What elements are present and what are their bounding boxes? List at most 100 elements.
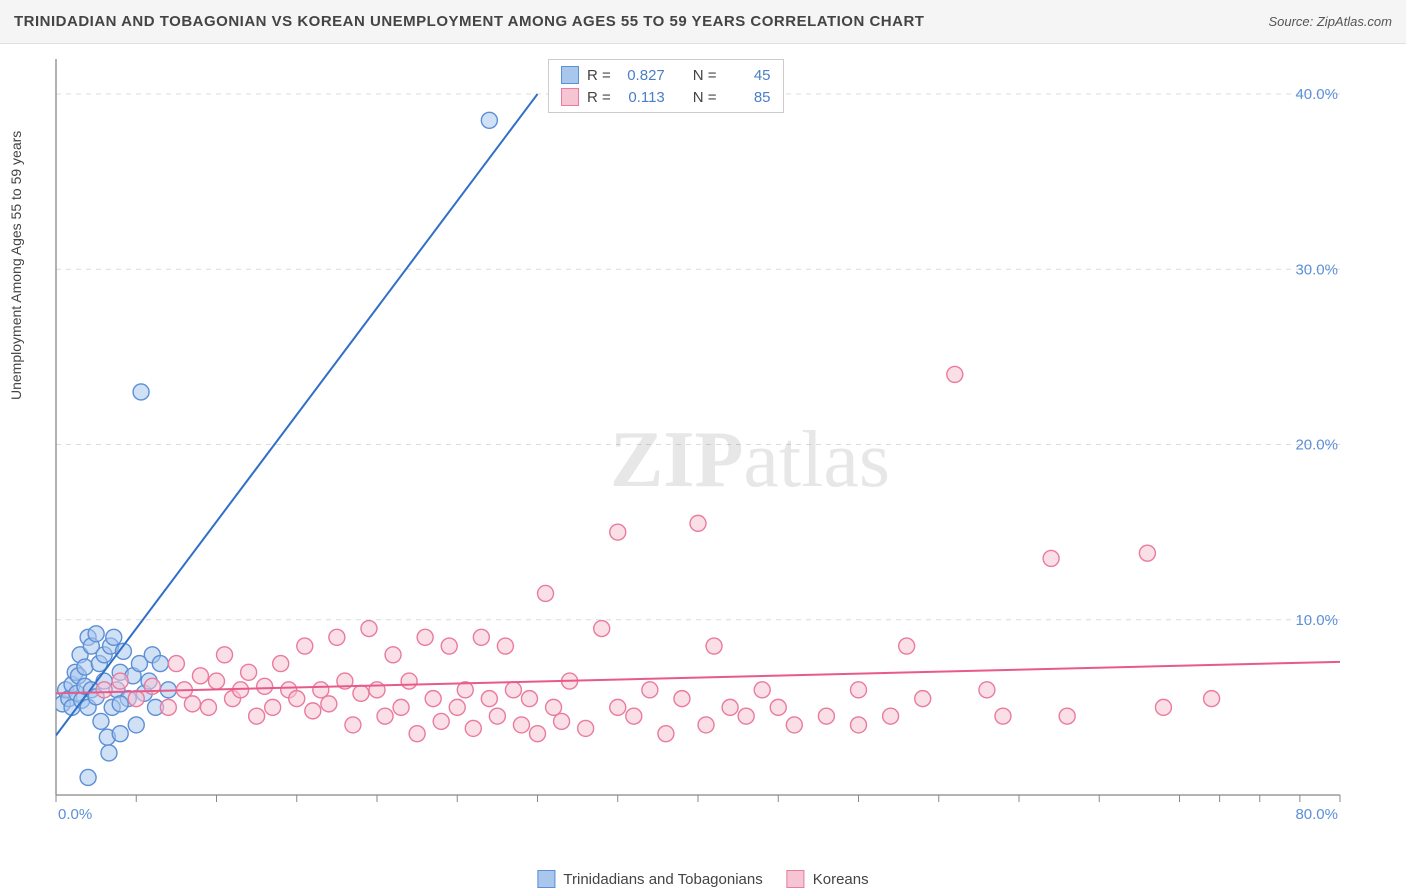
source-name: ZipAtlas.com bbox=[1317, 14, 1392, 29]
stats-row-korean: R =0.113N =85 bbox=[549, 86, 783, 108]
y-tick-label: 10.0% bbox=[1295, 612, 1338, 629]
stat-r-value: 0.113 bbox=[619, 89, 665, 106]
data-point bbox=[321, 696, 337, 712]
source-attribution: Source: ZipAtlas.com bbox=[1268, 14, 1392, 29]
data-point bbox=[128, 717, 144, 733]
data-point bbox=[674, 691, 690, 707]
data-point bbox=[738, 708, 754, 724]
data-point bbox=[88, 626, 104, 642]
data-point bbox=[554, 713, 570, 729]
data-point bbox=[754, 682, 770, 698]
data-point bbox=[481, 112, 497, 128]
data-point bbox=[345, 717, 361, 733]
data-point bbox=[465, 720, 481, 736]
data-point bbox=[594, 621, 610, 637]
y-tick-label: 30.0% bbox=[1295, 261, 1338, 278]
data-point bbox=[538, 585, 554, 601]
data-point bbox=[409, 726, 425, 742]
x-tick-label: 80.0% bbox=[1295, 806, 1338, 823]
data-point bbox=[353, 685, 369, 701]
data-point bbox=[80, 769, 96, 785]
data-point bbox=[257, 678, 273, 694]
data-point bbox=[995, 708, 1011, 724]
plot-area: 10.0%20.0%30.0%40.0%0.0%80.0% ZIPatlas bbox=[50, 55, 1350, 825]
data-point bbox=[112, 673, 128, 689]
data-point bbox=[1155, 699, 1171, 715]
data-point bbox=[112, 696, 128, 712]
data-point bbox=[96, 682, 112, 698]
data-point bbox=[883, 708, 899, 724]
data-point bbox=[112, 726, 128, 742]
data-point bbox=[441, 638, 457, 654]
y-tick-label: 20.0% bbox=[1295, 437, 1338, 454]
data-point bbox=[899, 638, 915, 654]
data-point bbox=[786, 717, 802, 733]
data-point bbox=[947, 366, 963, 382]
data-point bbox=[698, 717, 714, 733]
legend-swatch bbox=[537, 870, 555, 888]
data-point bbox=[106, 629, 122, 645]
legend-label: Trinidadians and Tobagonians bbox=[563, 871, 762, 888]
data-point bbox=[1204, 691, 1220, 707]
data-point bbox=[513, 717, 529, 733]
stat-r-label: R = bbox=[587, 67, 611, 84]
legend-label: Koreans bbox=[813, 871, 869, 888]
data-point bbox=[417, 629, 433, 645]
data-point bbox=[369, 682, 385, 698]
stat-n-label: N = bbox=[693, 89, 717, 106]
legend-item-korean: Koreans bbox=[787, 870, 869, 888]
data-point bbox=[297, 638, 313, 654]
data-point bbox=[851, 682, 867, 698]
stat-n-value: 45 bbox=[725, 67, 771, 84]
data-point bbox=[979, 682, 995, 698]
data-point bbox=[273, 656, 289, 672]
data-point bbox=[433, 713, 449, 729]
data-point bbox=[722, 699, 738, 715]
x-tick-label: 0.0% bbox=[58, 806, 92, 823]
data-point bbox=[658, 726, 674, 742]
data-point bbox=[77, 659, 93, 675]
data-point bbox=[610, 699, 626, 715]
data-point bbox=[101, 745, 117, 761]
data-point bbox=[128, 691, 144, 707]
data-point bbox=[385, 647, 401, 663]
data-point bbox=[425, 691, 441, 707]
data-point bbox=[93, 713, 109, 729]
data-point bbox=[481, 691, 497, 707]
data-point bbox=[473, 629, 489, 645]
data-point bbox=[449, 699, 465, 715]
data-point bbox=[706, 638, 722, 654]
data-point bbox=[192, 668, 208, 684]
data-point bbox=[818, 708, 834, 724]
stat-r-value: 0.827 bbox=[619, 67, 665, 84]
data-point bbox=[209, 673, 225, 689]
stats-swatch bbox=[561, 88, 579, 106]
data-point bbox=[361, 621, 377, 637]
chart-title: TRINIDADIAN AND TOBAGONIAN VS KOREAN UNE… bbox=[14, 13, 924, 30]
data-point bbox=[610, 524, 626, 540]
stats-row-trinidad: R =0.827N =45 bbox=[549, 64, 783, 86]
title-bar: TRINIDADIAN AND TOBAGONIAN VS KOREAN UNE… bbox=[0, 0, 1406, 44]
data-point bbox=[578, 720, 594, 736]
data-point bbox=[329, 629, 345, 645]
data-point bbox=[313, 682, 329, 698]
data-point bbox=[393, 699, 409, 715]
stats-swatch bbox=[561, 66, 579, 84]
data-point bbox=[1059, 708, 1075, 724]
data-point bbox=[168, 656, 184, 672]
y-axis-label: Unemployment Among Ages 55 to 59 years bbox=[8, 131, 24, 400]
data-point bbox=[160, 699, 176, 715]
data-point bbox=[377, 708, 393, 724]
data-point bbox=[241, 664, 257, 680]
data-point bbox=[626, 708, 642, 724]
data-point bbox=[489, 708, 505, 724]
data-point bbox=[497, 638, 513, 654]
data-point bbox=[530, 726, 546, 742]
y-tick-label: 40.0% bbox=[1295, 86, 1338, 103]
data-point bbox=[133, 384, 149, 400]
correlation-stats-box: R =0.827N =45R =0.113N =85 bbox=[548, 59, 784, 113]
stat-n-value: 85 bbox=[725, 89, 771, 106]
data-point bbox=[401, 673, 417, 689]
trend-line-trinidad bbox=[56, 94, 538, 735]
data-point bbox=[200, 699, 216, 715]
